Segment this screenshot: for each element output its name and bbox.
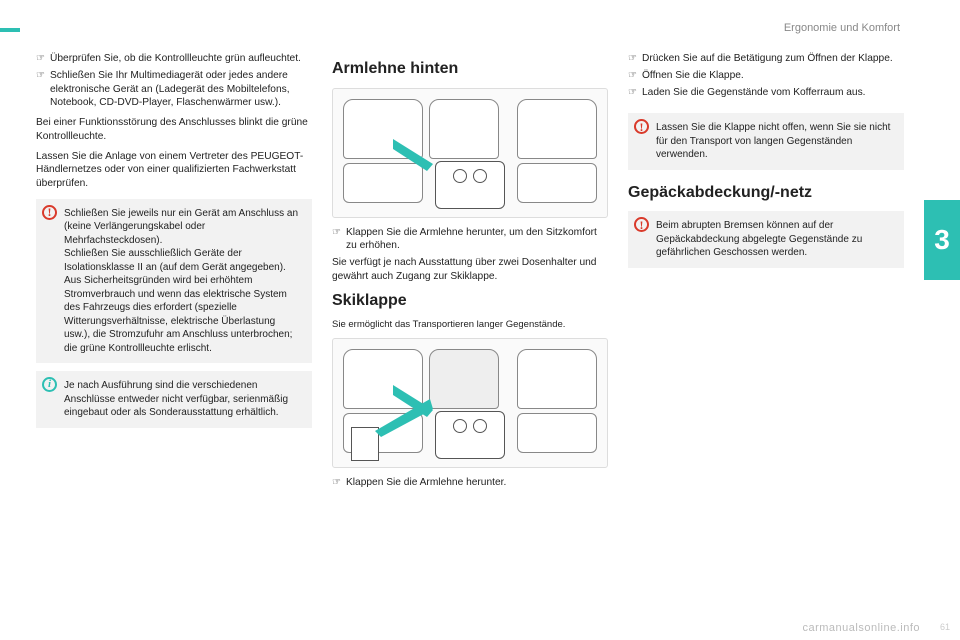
bullet-icon: ☞ bbox=[332, 476, 346, 490]
warning-icon: ! bbox=[634, 119, 649, 134]
info-box: i Je nach Ausführung sind die verschiede… bbox=[36, 371, 312, 428]
paragraph: Sie ermöglicht das Transportieren langer… bbox=[332, 319, 608, 332]
warning-box: ! Lassen Sie die Klappe nicht offen, wen… bbox=[628, 113, 904, 170]
column-3: ☞ Drücken Sie auf die Betätigung zum Öff… bbox=[628, 52, 924, 493]
heading-skiflap: Skiklappe bbox=[332, 290, 608, 312]
list-item: ☞ Klappen Sie die Armlehne herunter, um … bbox=[332, 226, 608, 254]
section-header: Ergonomie und Komfort bbox=[784, 22, 900, 34]
warning-icon: ! bbox=[42, 205, 57, 220]
bullet-text: Öffnen Sie die Klappe. bbox=[642, 69, 904, 83]
chapter-number: 3 bbox=[934, 224, 950, 256]
bullet-icon: ☞ bbox=[628, 52, 642, 66]
list-item: ☞ Drücken Sie auf die Betätigung zum Öff… bbox=[628, 52, 904, 66]
arrow-icon bbox=[393, 139, 443, 179]
bullet-text: Überprüfen Sie, ob die Kontrollleuchte g… bbox=[50, 52, 312, 66]
seat-illustration bbox=[517, 349, 597, 409]
bullet-icon: ☞ bbox=[36, 52, 50, 66]
bullet-icon: ☞ bbox=[36, 69, 50, 110]
paragraph: Sie verfügt je nach Ausstattung über zwe… bbox=[332, 256, 608, 284]
bullet-text: Klappen Sie die Armlehne herunter, um de… bbox=[346, 226, 608, 254]
seat-illustration bbox=[517, 163, 597, 203]
page-number: 61 bbox=[940, 622, 950, 632]
bullet-icon: ☞ bbox=[628, 69, 642, 83]
figure-skiflap bbox=[332, 338, 608, 468]
manual-page: Ergonomie und Komfort 3 ☞ Überprüfen Sie… bbox=[0, 0, 960, 640]
seat-illustration bbox=[517, 413, 597, 453]
bullet-text: Drücken Sie auf die Betätigung zum Öffne… bbox=[642, 52, 904, 66]
accent-bar bbox=[0, 28, 20, 32]
paragraph: Bei einer Funktionsstörung des Anschluss… bbox=[36, 116, 312, 144]
list-item: ☞ Schließen Sie Ihr Multimediagerät oder… bbox=[36, 69, 312, 110]
info-text: Je nach Ausführung sind die verschiedene… bbox=[64, 379, 304, 420]
cupholder-illustration bbox=[453, 169, 487, 183]
arrow-icon bbox=[393, 385, 443, 425]
column-1: ☞ Überprüfen Sie, ob die Kontrollleuchte… bbox=[36, 52, 312, 493]
list-item: ☞ Klappen Sie die Armlehne herunter. bbox=[332, 476, 608, 490]
warning-box: ! Beim abrupten Bremsen können auf der G… bbox=[628, 211, 904, 268]
watermark: carmanualsonline.info bbox=[802, 622, 920, 634]
list-item: ☞ Laden Sie die Gegenstände vom Kofferra… bbox=[628, 86, 904, 100]
column-2: Armlehne hinten ☞ Klappen Sie die Armleh… bbox=[332, 52, 608, 493]
list-item: ☞ Öffnen Sie die Klappe. bbox=[628, 69, 904, 83]
info-icon: i bbox=[42, 377, 57, 392]
figure-armrest bbox=[332, 88, 608, 218]
warning-box: ! Schließen Sie jeweils nur ein Gerät am… bbox=[36, 199, 312, 364]
heading-armrest: Armlehne hinten bbox=[332, 58, 608, 80]
warning-text: Schließen Sie jeweils nur ein Gerät am A… bbox=[64, 207, 304, 356]
cupholder-illustration bbox=[453, 419, 487, 433]
seat-illustration bbox=[517, 99, 597, 159]
bullet-text: Klappen Sie die Armlehne herunter. bbox=[346, 476, 608, 490]
chapter-tab: 3 bbox=[924, 200, 960, 280]
bullet-icon: ☞ bbox=[332, 226, 346, 254]
warning-text: Beim abrupten Bremsen können auf der Gep… bbox=[656, 219, 896, 260]
bullet-text: Laden Sie die Gegenstände vom Kofferraum… bbox=[642, 86, 904, 100]
warning-icon: ! bbox=[634, 217, 649, 232]
bullet-text: Schließen Sie Ihr Multimediagerät oder j… bbox=[50, 69, 312, 110]
bullet-icon: ☞ bbox=[628, 86, 642, 100]
heading-luggage: Gepäckabdeckung/-netz bbox=[628, 182, 904, 204]
warning-text: Lassen Sie die Klappe nicht offen, wenn … bbox=[656, 121, 896, 162]
content-columns: ☞ Überprüfen Sie, ob die Kontrollleuchte… bbox=[36, 52, 924, 493]
list-item: ☞ Überprüfen Sie, ob die Kontrollleuchte… bbox=[36, 52, 312, 66]
paragraph: Lassen Sie die Anlage von einem Vertrete… bbox=[36, 150, 312, 191]
